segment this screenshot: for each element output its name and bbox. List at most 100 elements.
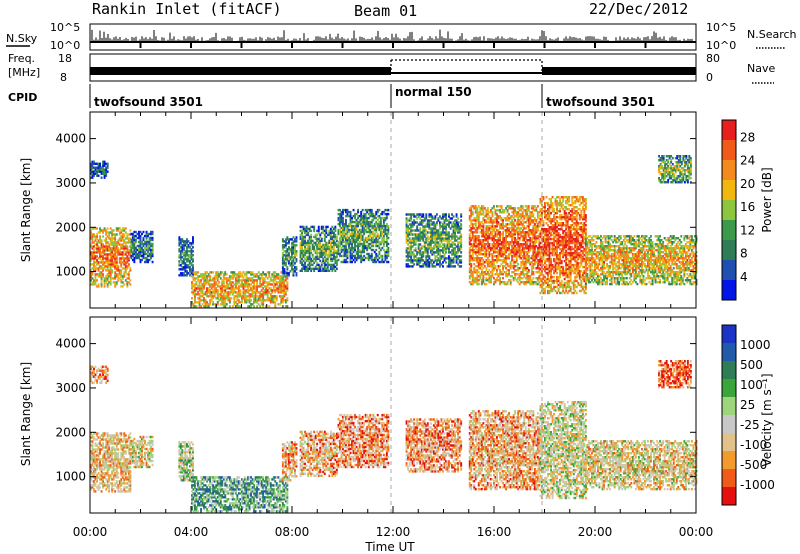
echo-cell xyxy=(256,283,259,286)
echo-cell xyxy=(242,279,245,282)
echo-cell xyxy=(292,250,295,253)
echo-cell xyxy=(207,273,210,276)
echo-cell xyxy=(108,263,111,266)
echo-cell xyxy=(274,277,277,280)
echo-cell xyxy=(253,287,256,290)
echo-cell xyxy=(271,301,274,304)
echo-cell xyxy=(222,303,225,306)
echo-cell xyxy=(111,239,114,242)
echo-cell xyxy=(210,291,213,294)
echo-cell xyxy=(210,271,213,274)
echo-cell xyxy=(112,257,115,260)
echo-cell xyxy=(319,247,322,251)
echo-cell xyxy=(106,261,109,264)
echo-cell xyxy=(323,263,326,267)
echo-cell xyxy=(106,267,109,270)
echo-cell xyxy=(301,263,304,267)
echo-cell xyxy=(280,283,283,286)
echo-cell xyxy=(182,240,185,243)
echo-cell xyxy=(106,283,109,286)
echo-cell xyxy=(326,261,329,265)
echo-cell xyxy=(234,301,237,304)
echo-cell xyxy=(244,297,246,300)
echo-cell xyxy=(260,289,263,292)
echo-cell xyxy=(133,260,136,264)
echo-cell xyxy=(242,289,245,292)
echo-cell xyxy=(200,273,203,276)
echo-cell xyxy=(295,266,298,269)
echo-cell xyxy=(216,295,219,298)
echo-cell xyxy=(251,295,254,298)
echo-cell xyxy=(281,254,284,257)
echo-cell xyxy=(213,279,216,282)
echo-cell xyxy=(331,267,334,270)
echo-cell xyxy=(304,251,307,255)
echo-cell xyxy=(192,246,194,249)
echo-cell xyxy=(97,257,100,260)
echo-cell xyxy=(184,270,187,273)
echo-cell xyxy=(197,279,200,282)
echo-cell xyxy=(289,256,292,259)
echo-cell xyxy=(248,279,251,282)
echo-cell xyxy=(286,248,289,251)
echo-cell xyxy=(108,265,111,268)
echo-cell xyxy=(184,266,187,269)
echo-cell xyxy=(184,262,187,265)
echo-cell xyxy=(129,245,132,248)
echo-cell xyxy=(445,261,447,264)
echo-cell xyxy=(311,267,314,270)
echo-cell xyxy=(304,229,307,233)
echo-cell xyxy=(253,301,256,304)
echo-cell xyxy=(144,260,146,264)
echo-cell xyxy=(94,239,97,242)
echo-cell xyxy=(442,265,444,268)
echo-cell xyxy=(228,299,231,302)
echo-cell xyxy=(190,256,193,259)
echo-cell xyxy=(126,265,129,268)
echo-cell xyxy=(103,247,106,250)
echo-cell xyxy=(291,248,293,251)
echo-cell xyxy=(127,241,130,244)
echo-cell xyxy=(331,259,334,263)
echo-cell xyxy=(268,299,271,302)
echo-cell xyxy=(305,257,308,261)
echo-cell xyxy=(291,246,293,249)
echo-cell xyxy=(105,233,108,236)
echo-cell xyxy=(148,240,151,244)
echo-cell xyxy=(111,249,114,252)
echo-cell xyxy=(239,285,242,288)
echo-cell xyxy=(251,273,254,276)
echo-cell xyxy=(299,243,302,247)
echo-cell xyxy=(262,301,265,304)
echo-cell xyxy=(195,281,198,284)
echo-cell xyxy=(114,249,117,252)
echo-cell xyxy=(460,251,463,254)
echo-cell xyxy=(281,244,284,247)
echo-cell xyxy=(260,303,263,306)
echo-cell xyxy=(117,243,120,246)
echo-cell xyxy=(265,291,268,294)
echo-cell xyxy=(323,255,326,259)
echo-cell xyxy=(319,239,322,243)
echo-cell xyxy=(91,237,94,240)
echo-cell xyxy=(99,235,102,238)
echo-cell xyxy=(272,299,275,302)
echo-cell xyxy=(331,231,334,235)
echo-cell xyxy=(114,237,117,240)
freq-right-tick-top: 80 xyxy=(706,52,720,65)
echo-cell xyxy=(286,305,289,308)
echo-cell xyxy=(145,258,148,262)
echo-cell xyxy=(313,249,316,253)
echo-cell xyxy=(182,258,185,261)
echo-cell xyxy=(203,275,206,278)
echo-cell xyxy=(93,253,95,256)
echo-cell xyxy=(103,245,106,248)
echo-cell xyxy=(460,219,463,222)
echo-cell xyxy=(272,287,275,290)
echo-cell xyxy=(310,269,313,272)
echo-cell xyxy=(189,250,191,253)
echo-cell xyxy=(228,279,231,282)
echo-cell xyxy=(448,213,450,216)
echo-cell xyxy=(274,301,277,304)
echo-cell xyxy=(289,258,292,261)
